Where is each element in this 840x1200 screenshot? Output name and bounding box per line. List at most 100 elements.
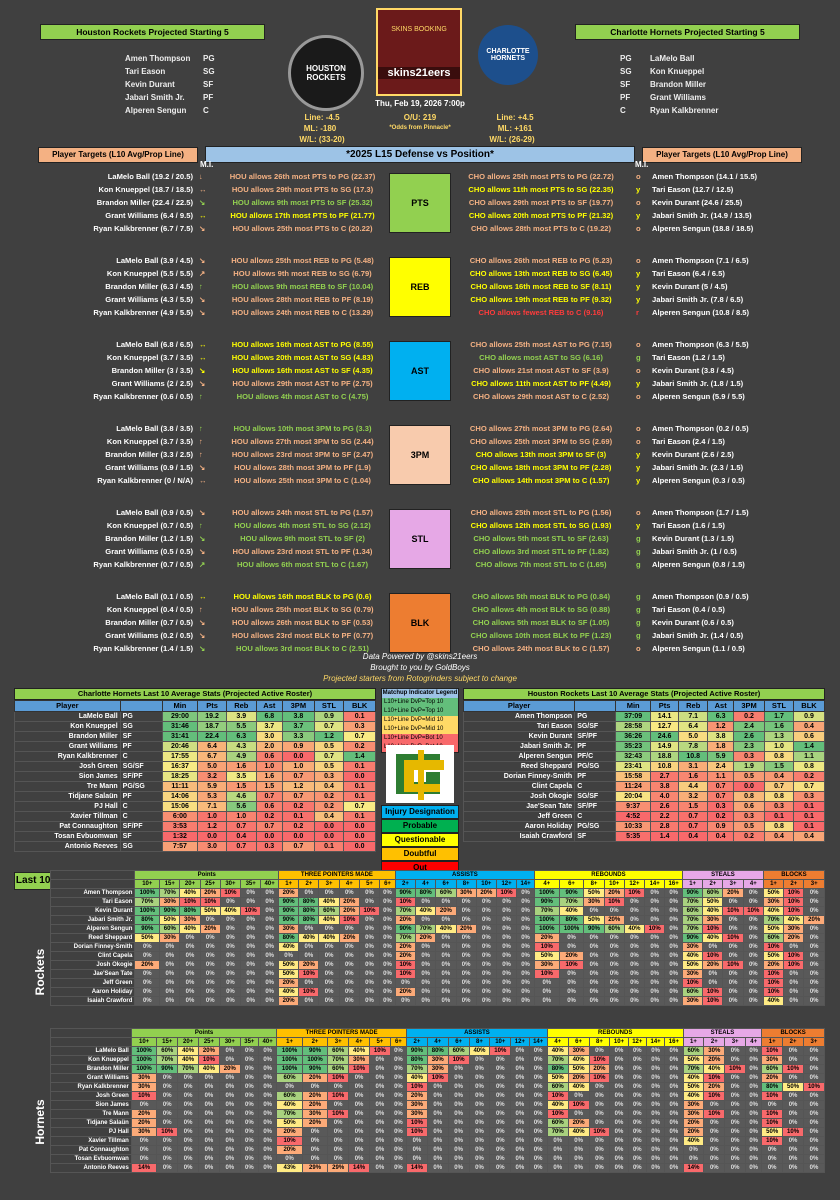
roster-name: Tari Eason bbox=[125, 67, 166, 76]
mi-arrow-icon: ↘ bbox=[199, 256, 206, 265]
hit-rate-cell: 90% bbox=[301, 1046, 329, 1056]
hit-rate-cell: 0% bbox=[516, 987, 535, 997]
hit-rate-cell: 0% bbox=[389, 1055, 408, 1065]
hit-rate-cell: 10% bbox=[546, 1109, 569, 1119]
dvp-right: CHO allows 18th most 3PM to PF (2.28) bbox=[470, 463, 612, 472]
rockets-side-label: Rockets bbox=[33, 948, 47, 996]
hit-rate-cell: 0% bbox=[368, 1109, 391, 1119]
stats-row: Jabari Smith Jr. PF 35:23 14.9 7.8 1.8 2.3 1.0 1… bbox=[462, 741, 825, 752]
hit-row: PJ Hall 30% 10% 0% 0% 0% 0% 0% 20% 0% 0% 0% 0% 0% 10% 0… bbox=[50, 1127, 826, 1137]
hit-player-name: Alperen Sengun bbox=[49, 924, 136, 934]
roster-name: Amen Thompson bbox=[125, 54, 191, 63]
stats-cell: Josh Okogie bbox=[462, 791, 576, 802]
hit-rate-cell: 30% bbox=[682, 969, 704, 979]
hit-rate-cell: 0% bbox=[745, 1082, 763, 1092]
hit-rate-cell: 0% bbox=[447, 1091, 470, 1101]
roster-name: Brandon Miller bbox=[650, 80, 707, 89]
stats-col-header: STL bbox=[313, 700, 345, 712]
hit-rate-cell: 0% bbox=[588, 1118, 611, 1128]
hit-rate-cell: 0% bbox=[702, 942, 724, 952]
hit-rate-cell: 0% bbox=[260, 924, 280, 934]
hit-rate-cell: 0% bbox=[516, 969, 535, 979]
hit-rate-cell: 0% bbox=[257, 1073, 278, 1083]
stats-cell: 0.0 bbox=[343, 831, 376, 842]
hit-rate-cell: 0% bbox=[179, 951, 201, 961]
hit-rate-cell: 0% bbox=[583, 906, 605, 916]
dvp-left: HOU allows 27th most 3PM to SG (2.44) bbox=[231, 437, 374, 446]
stats-cell: C bbox=[119, 811, 163, 822]
stats-cell: Kevin Durant bbox=[462, 731, 576, 742]
hit-rate-cell: 10% bbox=[762, 978, 785, 988]
hit-rate-cell: 10% bbox=[358, 906, 381, 916]
cho-wl: W/L: (26-29) bbox=[489, 135, 535, 144]
hit-rate-cell: 0% bbox=[358, 933, 381, 943]
hit-rate-cell: 0% bbox=[495, 978, 518, 988]
hit-rate-cell: 0% bbox=[745, 1109, 763, 1119]
mi-arrow-icon: ↔ bbox=[199, 353, 207, 362]
hit-rate-cell: 0% bbox=[528, 1046, 548, 1056]
dvp-right: CHO allows 24th most BLK to C (1.57) bbox=[472, 644, 610, 653]
stats-cell: C bbox=[574, 781, 617, 792]
hit-threshold: 16+ bbox=[664, 879, 684, 889]
hit-rate-cell: 0% bbox=[327, 1145, 350, 1155]
hit-row: Isaiah Crawford 0% 0% 0% 0% 0% 0% 0% 20% 0% 0% 0% 0%… bbox=[49, 996, 825, 1006]
stats-cell: SG/SF bbox=[574, 721, 617, 732]
hit-rate-cell: 20% bbox=[338, 906, 360, 916]
roster-pos: SF bbox=[203, 80, 214, 89]
hit-rate-cell: 0% bbox=[179, 942, 201, 952]
stats-cell: 0.5 bbox=[733, 771, 765, 782]
hit-rate-cell: 10% bbox=[558, 960, 585, 970]
stats-cell: 0.4 bbox=[763, 771, 795, 782]
hit-threshold: 6+ bbox=[567, 1037, 590, 1047]
injury-probable: Probable bbox=[381, 819, 459, 833]
target-right: Alperen Sengun (10.8 / 8.5) bbox=[652, 308, 750, 317]
hit-rate-cell: 0% bbox=[644, 915, 666, 925]
hit-rate-cell: 0% bbox=[260, 942, 280, 952]
hit-rate-cell: 0% bbox=[257, 1118, 278, 1128]
hit-rate-cell: 0% bbox=[664, 1064, 684, 1074]
hit-rate-cell: 20% bbox=[199, 924, 221, 934]
hit-rate-cell: 0% bbox=[389, 1136, 408, 1146]
stats-row: LaMelo Ball PG 29:00 19.2 3.9 6.8 3.8 0.9 0.1 bbox=[14, 711, 376, 722]
mi-arrow-icon: ↔ bbox=[199, 592, 207, 601]
stats-cell: 0.1 bbox=[343, 791, 376, 802]
hit-rate-cell: 0% bbox=[782, 1136, 804, 1146]
stats-cell: 1.1 bbox=[793, 751, 825, 762]
hit-rate-cell: 0% bbox=[583, 942, 605, 952]
hit-rate-cell: 20% bbox=[475, 888, 497, 898]
hit-rate-cell: 10% bbox=[702, 996, 724, 1006]
stats-cell: 0.1 bbox=[793, 821, 825, 832]
hit-rate-cell: 0% bbox=[475, 897, 497, 907]
hit-rate-cell: 0% bbox=[510, 1082, 530, 1092]
hit-rate-cell: 0% bbox=[379, 978, 396, 988]
stats-cell: 0.4 bbox=[763, 831, 795, 842]
stats-col-header: 3PM bbox=[282, 700, 315, 712]
hit-rate-cell: 0% bbox=[645, 1091, 666, 1101]
roster-name: Jabari Smith Jr. bbox=[125, 93, 185, 102]
hit-rate-cell: 0% bbox=[645, 1073, 666, 1083]
hit-rate-cell: 0% bbox=[623, 951, 646, 961]
mi-arrow-icon: o bbox=[636, 172, 641, 181]
target-right: Amen Thompson (0.9 / 0.5) bbox=[652, 592, 749, 601]
hit-rate-cell: 20% bbox=[301, 1100, 329, 1110]
hit-group-header: STEALS bbox=[682, 1028, 763, 1038]
hit-rate-cell: 80% bbox=[406, 1055, 428, 1065]
stats-cell: 3.2 bbox=[678, 791, 709, 802]
hit-rate-cell: 0% bbox=[516, 960, 535, 970]
target-right: Tari Eason (6.4 / 6.5) bbox=[652, 269, 725, 278]
hit-rate-cell: 0% bbox=[516, 915, 535, 925]
hit-rate-cell: 30% bbox=[130, 1127, 158, 1137]
hit-rate-cell: 0% bbox=[327, 1100, 350, 1110]
stats-cell: PG/SG bbox=[574, 821, 617, 832]
stats-cell: 0.8 bbox=[763, 791, 795, 802]
hit-threshold: 8+ bbox=[588, 1037, 611, 1047]
mi-arrow-icon: ↘ bbox=[199, 644, 206, 653]
stats-cell: 0.1 bbox=[793, 801, 825, 812]
stats-cell: 22.4 bbox=[197, 731, 227, 742]
hit-rate-cell: 0% bbox=[179, 960, 201, 970]
hit-rate-cell: 0% bbox=[742, 987, 764, 997]
hit-rate-cell: 0% bbox=[278, 951, 300, 961]
hit-rate-cell: 70% bbox=[156, 1055, 179, 1065]
target-left: Brandon Miller (6.3 / 4.5) bbox=[105, 282, 193, 291]
hit-threshold: 6+ bbox=[389, 1037, 408, 1047]
